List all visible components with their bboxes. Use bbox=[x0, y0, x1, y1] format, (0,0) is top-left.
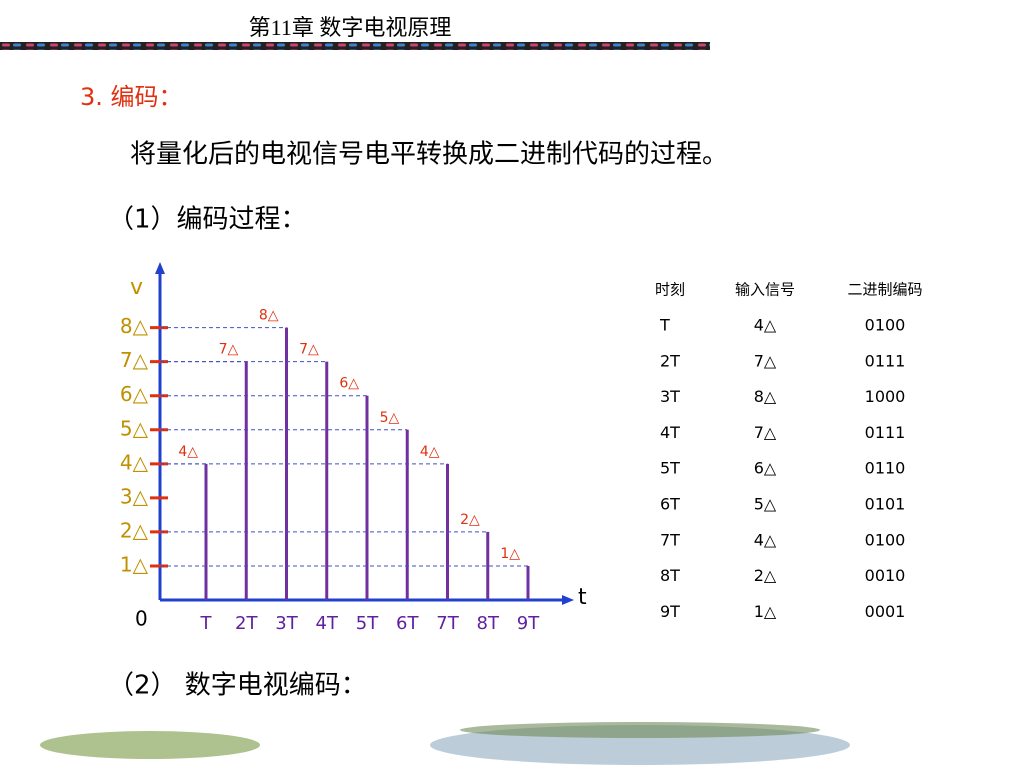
x-tick-label: 3T bbox=[275, 613, 298, 634]
value-label: 5△ bbox=[380, 410, 400, 426]
table-cell: 0110 bbox=[865, 459, 906, 478]
table-cell: 4T bbox=[660, 423, 680, 442]
y-tick-label: 6△ bbox=[120, 382, 149, 406]
y-tick-label: 8△ bbox=[120, 314, 149, 338]
y-axis-label: v bbox=[130, 275, 143, 300]
x-tick-label: 4T bbox=[316, 613, 339, 634]
table-cell: 5△ bbox=[754, 495, 777, 514]
table-cell: 0100 bbox=[865, 316, 906, 335]
section-heading: 3. 编码： bbox=[80, 83, 183, 111]
table-cell: 6△ bbox=[754, 459, 777, 478]
value-label: 1△ bbox=[500, 546, 520, 562]
subheading: （2） 数字电视编码： bbox=[108, 671, 367, 701]
axis-arrow bbox=[562, 595, 574, 605]
table-cell: 8T bbox=[660, 566, 680, 585]
table-cell: 2T bbox=[660, 351, 680, 370]
value-label: 7△ bbox=[299, 342, 319, 358]
table-header: 输入信号 bbox=[735, 281, 795, 299]
value-label: 6△ bbox=[339, 376, 359, 392]
value-label: 4△ bbox=[178, 444, 198, 460]
table-cell: 0101 bbox=[865, 495, 906, 514]
table-cell: 0001 bbox=[865, 602, 906, 621]
table-cell: 4△ bbox=[754, 530, 777, 549]
x-tick-label: 7T bbox=[436, 613, 459, 634]
table-cell: 1△ bbox=[754, 602, 777, 621]
table-cell: 8△ bbox=[754, 387, 777, 406]
table-cell: 4△ bbox=[754, 316, 777, 335]
origin-label: 0 bbox=[135, 607, 148, 631]
table-cell: T bbox=[659, 316, 670, 335]
table-cell: 0010 bbox=[865, 566, 906, 585]
table-cell: 0111 bbox=[865, 423, 906, 442]
table-header: 二进制编码 bbox=[847, 281, 922, 299]
x-tick-label: 8T bbox=[477, 613, 500, 634]
table-cell: 6T bbox=[660, 495, 680, 514]
table-cell: 1000 bbox=[865, 387, 906, 406]
axis-arrow bbox=[155, 262, 165, 274]
table-cell: 5T bbox=[660, 459, 680, 478]
table-cell: 9T bbox=[660, 602, 680, 621]
value-label: 2△ bbox=[460, 512, 480, 528]
x-tick-label: 6T bbox=[396, 613, 419, 634]
table-header: 时刻 bbox=[655, 281, 685, 299]
x-tick-label: T bbox=[200, 613, 213, 634]
x-axis-label: t bbox=[578, 585, 587, 610]
title-rule bbox=[0, 42, 710, 50]
table-cell: 3T bbox=[660, 387, 680, 406]
x-tick-label: 9T bbox=[517, 613, 540, 634]
x-tick-label: 5T bbox=[356, 613, 379, 634]
decor bbox=[460, 722, 820, 738]
table-cell: 2△ bbox=[754, 566, 777, 585]
value-label: 7△ bbox=[219, 342, 239, 358]
y-tick-label: 2△ bbox=[120, 518, 149, 542]
value-label: 8△ bbox=[259, 308, 279, 324]
table-cell: 0100 bbox=[865, 530, 906, 549]
definition: 将量化后的电视信号电平转换成二进制代码的过程。 bbox=[130, 140, 728, 170]
y-tick-label: 3△ bbox=[120, 484, 149, 508]
x-tick-label: 2T bbox=[235, 613, 258, 634]
subheading: （1）编码过程： bbox=[108, 205, 307, 235]
y-tick-label: 4△ bbox=[120, 450, 149, 474]
y-tick-label: 5△ bbox=[120, 416, 149, 440]
table-cell: 0111 bbox=[865, 351, 906, 370]
slide-title: 第11章 数字电视原理 bbox=[249, 15, 452, 40]
table-cell: 7T bbox=[660, 530, 680, 549]
decor bbox=[40, 731, 260, 759]
table-cell: 7△ bbox=[754, 351, 777, 370]
y-tick-label: 1△ bbox=[120, 552, 149, 576]
value-label: 4△ bbox=[420, 444, 440, 460]
table-cell: 7△ bbox=[754, 423, 777, 442]
y-tick-label: 7△ bbox=[120, 348, 149, 372]
slide: 第11章 数字电视原理 3. 编码： 将量化后的电视信号电平转换成二进制代码的过… bbox=[0, 0, 1024, 768]
